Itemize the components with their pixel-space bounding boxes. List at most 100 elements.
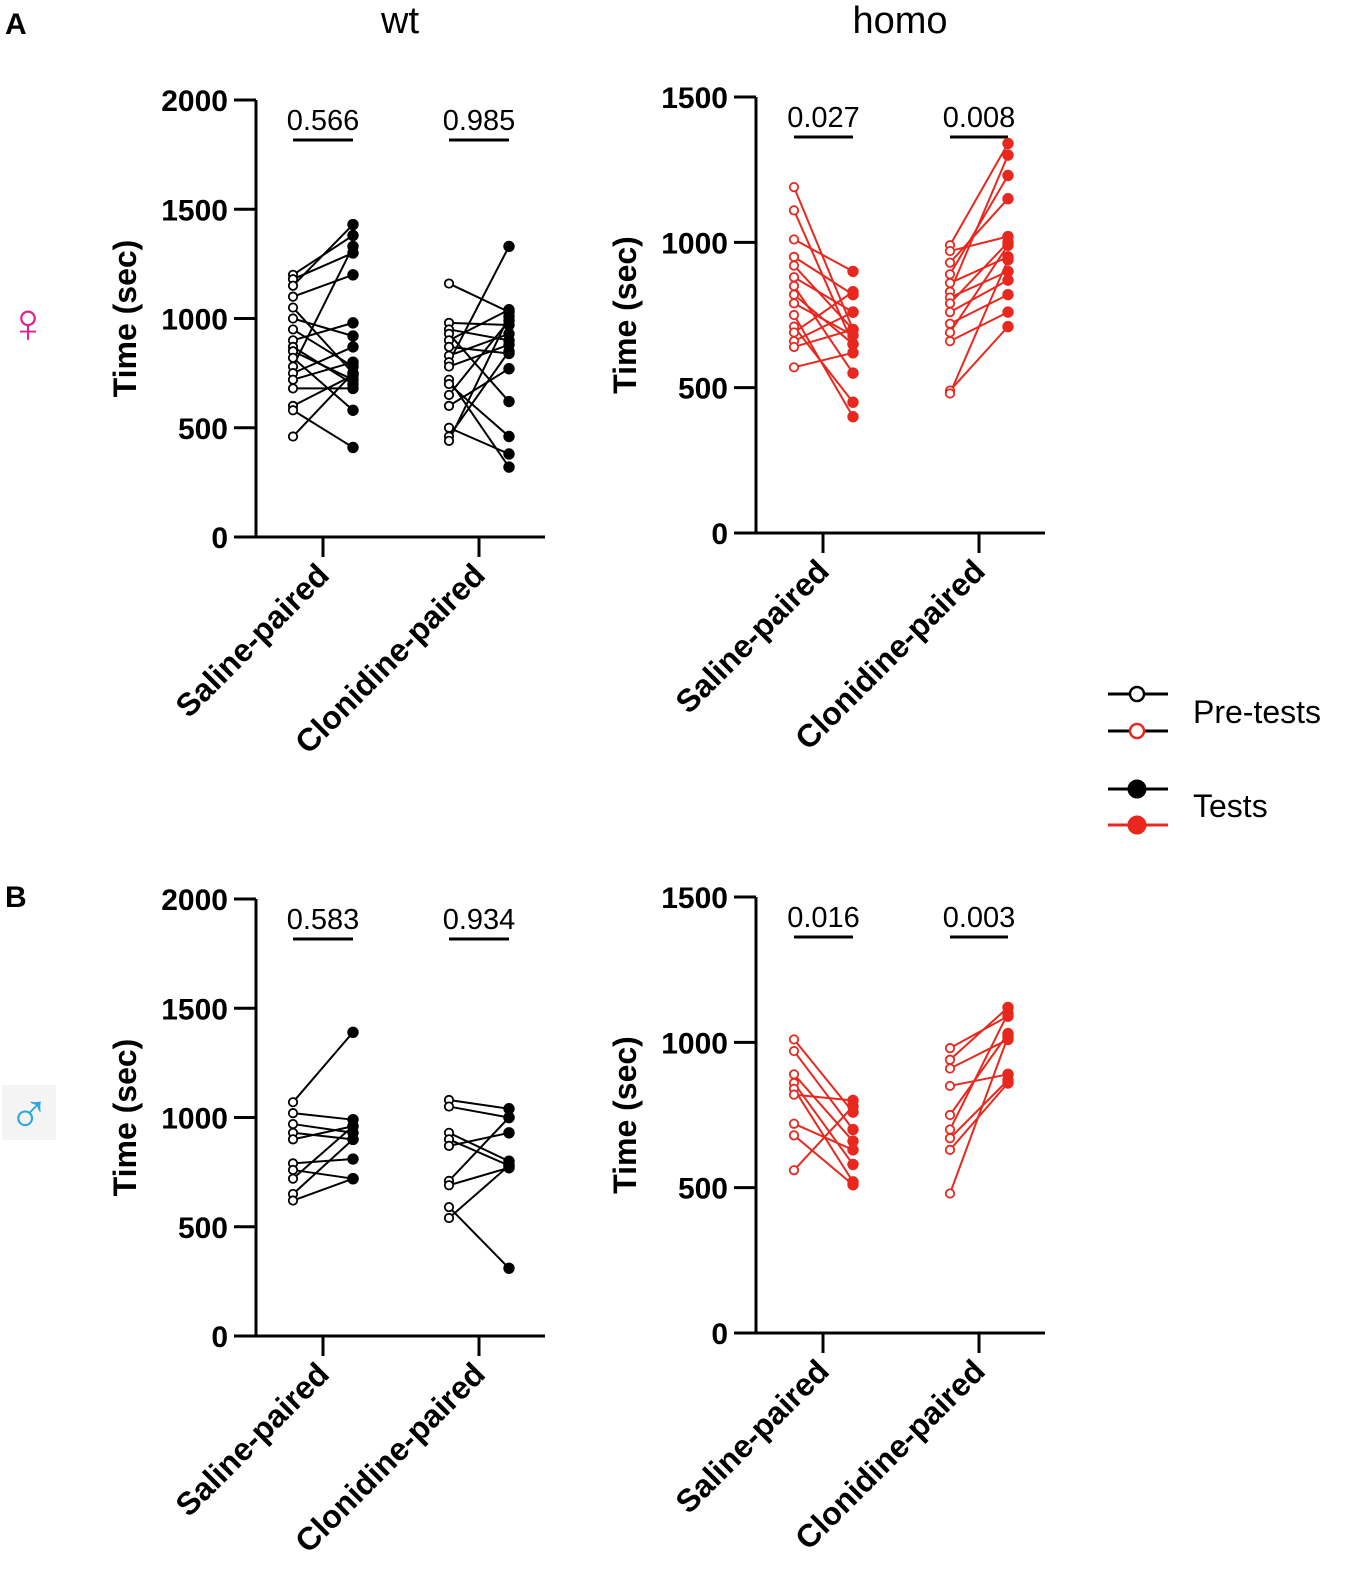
pair-line: [949, 1015, 1009, 1050]
test-point: [503, 430, 515, 443]
x-tick-label: Saline-paired: [168, 1355, 336, 1523]
pre-test-point: [287, 291, 299, 302]
pair-line: [793, 256, 854, 296]
pre-test-point: [944, 245, 956, 257]
pair-line: [448, 1131, 510, 1163]
test-point: [847, 411, 859, 423]
y-tick-label: 1000: [161, 304, 228, 337]
p-value-label: 0.566: [287, 105, 360, 137]
test-point: [1002, 149, 1014, 161]
pre-test-point: [287, 1164, 299, 1176]
pair-line: [292, 372, 354, 438]
test-point: [1002, 254, 1014, 266]
pair-line: [292, 357, 354, 412]
pair-line: [793, 1134, 854, 1186]
pre-test-point: [788, 309, 800, 321]
test-point: [503, 363, 515, 375]
pre-test-point: [944, 1133, 956, 1144]
pair-line: [292, 328, 354, 368]
test-point: [1002, 169, 1014, 182]
test-point: [347, 218, 359, 231]
pre-test-point: [788, 205, 800, 216]
pair-line: [949, 244, 1009, 333]
pair-line: [292, 1158, 354, 1165]
pair-line: [448, 245, 510, 363]
pair-line: [793, 302, 854, 337]
test-point: [347, 1120, 359, 1132]
pair-line: [448, 1166, 510, 1187]
test-point: [347, 382, 359, 395]
pair-line: [448, 367, 510, 407]
pre-test-point: [788, 298, 800, 309]
pre-test-point: [944, 388, 956, 399]
pre-test-point: [788, 1034, 800, 1045]
pre-test-point: [944, 327, 956, 338]
pair-line: [292, 345, 354, 375]
pair-line: [793, 238, 854, 273]
p-value-label: 0.003: [943, 902, 1016, 934]
test-point: [347, 341, 359, 353]
y-tick-label: 0: [211, 1321, 228, 1354]
pair-line: [949, 235, 1009, 253]
test-point: [1002, 137, 1014, 150]
chart-female-wt: 0 500 1000 1500 2000 Time (sec) Saline-paired 0…: [107, 85, 545, 760]
pair-line: [949, 279, 1009, 313]
y-tick-label: 1000: [661, 1027, 728, 1060]
pair-line: [448, 343, 510, 368]
test-point: [503, 328, 515, 340]
test-point: [503, 395, 515, 408]
pair-line: [292, 1125, 354, 1180]
pre-test-point: [944, 298, 956, 309]
pre-test-point: [443, 341, 455, 353]
pre-test-point: [788, 251, 800, 262]
pre-test-point: [443, 435, 455, 446]
pair-line: [949, 325, 1009, 392]
pair-line: [793, 285, 854, 374]
pre-test-point: [287, 1097, 299, 1108]
pre-test-point: [443, 1180, 455, 1191]
pair-line: [292, 306, 354, 374]
p-value-label: 0.583: [287, 904, 360, 936]
pre-test-point: [788, 272, 800, 283]
male-symbol-background: [2, 1085, 56, 1140]
test-point: [503, 345, 515, 357]
legend-test-label: Tests: [1193, 788, 1268, 824]
y-tick-label: 2000: [161, 884, 228, 917]
pair-line: [292, 350, 354, 381]
pair-line: [949, 198, 1009, 264]
test-point: [347, 1153, 359, 1165]
test-point: [847, 396, 859, 408]
test-point: [347, 1172, 359, 1185]
chart-male-wt: 0 500 1000 1500 2000 Time (sec) Saline-paired 0…: [107, 884, 545, 1559]
pair-line: [292, 409, 354, 449]
test-point: [503, 448, 515, 460]
test-point: [347, 441, 359, 454]
pre-test-point: [788, 1118, 800, 1129]
pre-test-point: [443, 1201, 455, 1213]
pre-test-point: [788, 280, 800, 292]
pre-test-point: [287, 1108, 299, 1119]
pre-test-point: [944, 1054, 956, 1065]
chart-male-homo: 0 500 1000 1500 Time (sec) Saline-paired 0.016…: [607, 882, 1045, 1556]
pre-test-point: [287, 352, 299, 363]
pair-line: [793, 1093, 854, 1102]
y-tick-label: 0: [711, 518, 728, 551]
pair-line: [292, 321, 354, 342]
pair-line: [292, 1112, 354, 1121]
p-value-label: 0.985: [443, 105, 516, 137]
pair-line: [448, 1164, 510, 1219]
pre-test-point: [788, 234, 800, 245]
test-point: [847, 347, 859, 359]
panel-label-b: B: [5, 881, 27, 914]
pre-test-point: [944, 1080, 956, 1092]
pair-line: [448, 1131, 510, 1147]
test-point: [347, 367, 359, 379]
pair-line: [292, 1131, 354, 1141]
test-point: [847, 1158, 859, 1171]
pair-line: [448, 1116, 510, 1182]
pair-line: [949, 1006, 1009, 1061]
pair-line: [448, 426, 510, 455]
test-point: [503, 1159, 515, 1172]
pair-line: [448, 1105, 510, 1119]
